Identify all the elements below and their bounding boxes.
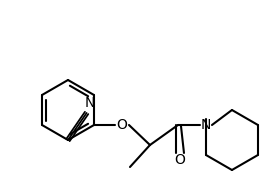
Text: N: N [85, 96, 95, 110]
Text: O: O [116, 118, 127, 132]
Text: N: N [201, 118, 211, 132]
Text: O: O [175, 153, 185, 167]
